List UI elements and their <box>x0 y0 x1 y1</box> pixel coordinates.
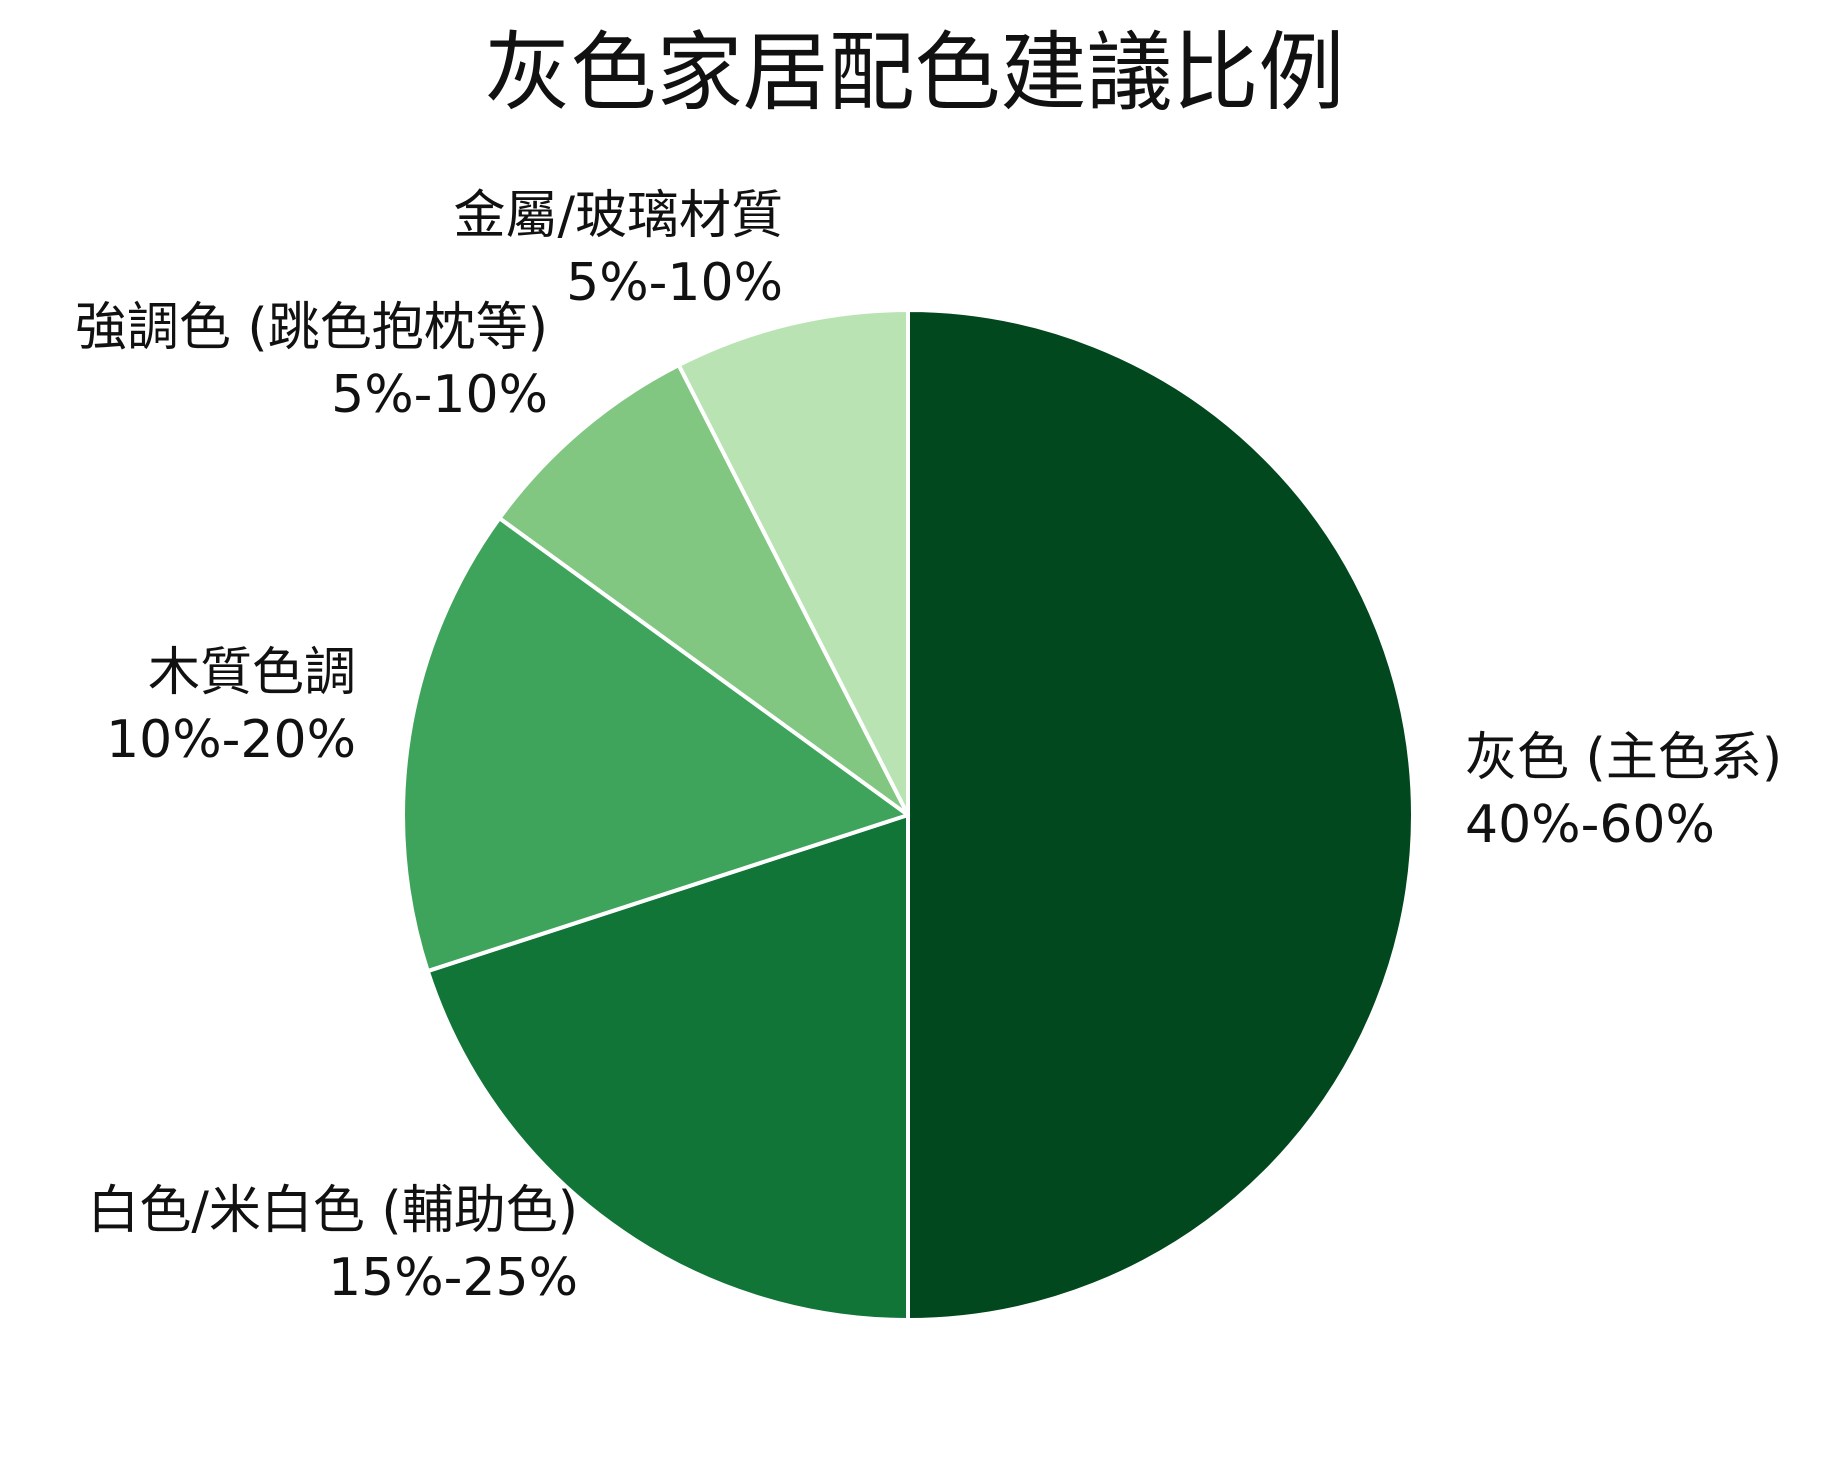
slice-label-0: 灰色 (主色系) <box>1465 728 1782 788</box>
slice-range-4: 5%-10% <box>566 253 783 313</box>
pie-slice-4 <box>676 308 910 817</box>
slice-label-3: 強調色 (跳色抱枕等) <box>75 298 548 358</box>
pie-slice-1 <box>425 813 910 1322</box>
slice-range-3: 5%-10% <box>331 365 548 425</box>
chart-title: 灰色家居配色建議比例 <box>484 23 1345 123</box>
slice-range-1: 15%-25% <box>328 1248 578 1308</box>
slice-range-0: 40%-60% <box>1465 795 1715 855</box>
slice-range-2: 10%-20% <box>106 710 356 770</box>
pie-slice-0 <box>906 308 1415 1322</box>
pie-slice-3 <box>497 363 910 817</box>
slice-label-4: 金屬/玻璃材質 <box>453 186 783 246</box>
pie-slice-2 <box>401 516 910 974</box>
slice-label-1: 白色/米白色 (輔助色) <box>87 1181 578 1241</box>
slice-label-2: 木質色調 <box>148 643 356 703</box>
